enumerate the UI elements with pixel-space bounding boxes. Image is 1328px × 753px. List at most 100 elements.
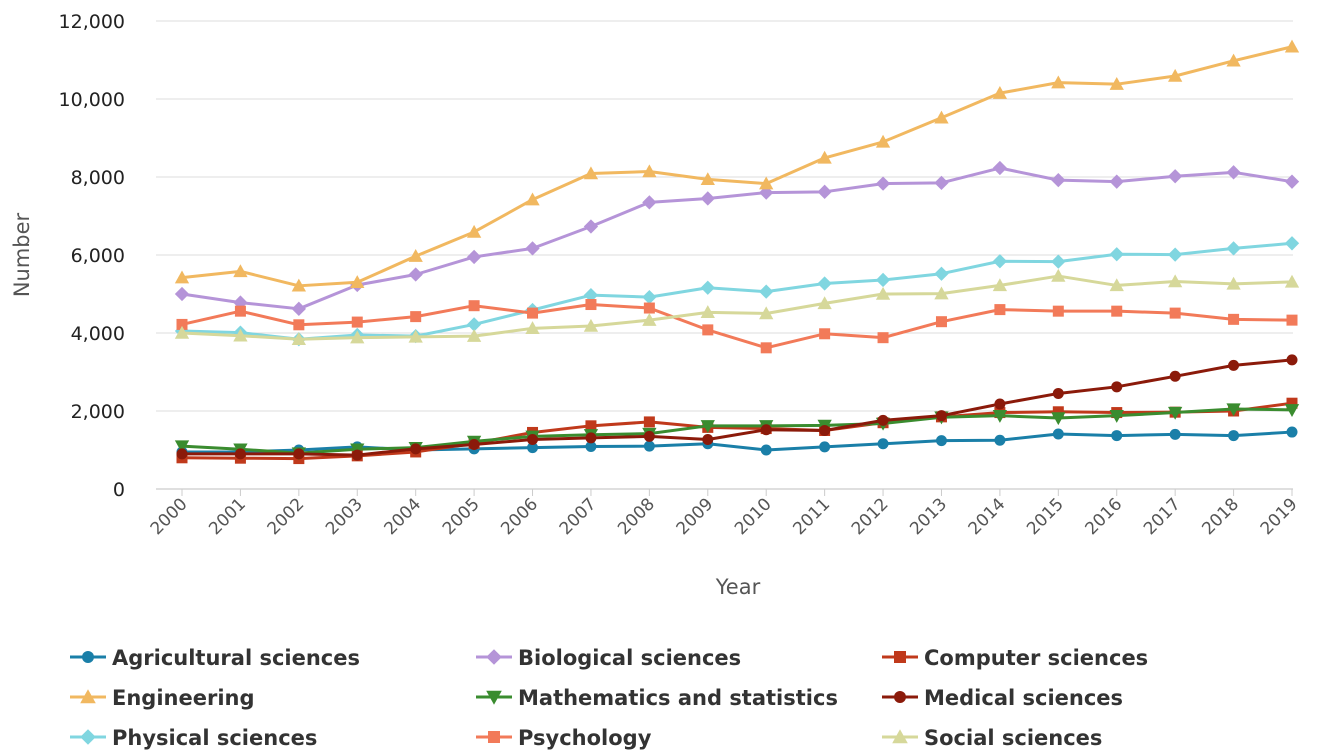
data-point	[1168, 406, 1183, 420]
data-point	[466, 249, 482, 265]
x-tick-label: 2015	[1023, 494, 1068, 539]
data-point	[700, 191, 715, 206]
x-tick-label: 2002	[264, 494, 309, 539]
x-tick-label: 2001	[205, 494, 250, 539]
data-point	[291, 301, 306, 316]
data-point	[174, 270, 190, 284]
x-tick-label: 2014	[965, 494, 1010, 539]
data-point	[291, 332, 306, 345]
series-lines	[174, 39, 1300, 465]
data-point	[817, 296, 832, 310]
data-point	[817, 184, 832, 199]
data-point	[1111, 381, 1123, 393]
x-tick-label: 2000	[147, 494, 192, 539]
legend-label: Engineering	[112, 686, 255, 710]
data-point	[233, 328, 248, 342]
x-tick-label: 2003	[322, 494, 367, 539]
data-point	[643, 416, 655, 428]
data-point	[351, 316, 363, 328]
data-point	[992, 160, 1008, 176]
data-point	[234, 448, 246, 460]
data-point	[642, 195, 657, 210]
data-point	[176, 318, 188, 330]
legend-item[interactable]: Physical sciences	[70, 726, 317, 750]
data-point	[527, 442, 539, 454]
grid	[156, 20, 1293, 490]
data-point	[934, 175, 949, 190]
legend-item[interactable]: Biological sciences	[476, 646, 741, 670]
x-tick-label: 2006	[497, 494, 542, 539]
data-point	[351, 449, 363, 461]
data-point	[350, 330, 365, 344]
y-tick-label: 0	[113, 479, 125, 501]
data-point	[1052, 428, 1064, 440]
legend-item[interactable]: Psychology	[476, 726, 652, 750]
data-point	[1051, 254, 1066, 269]
legend-item[interactable]: Agricultural sciences	[70, 646, 360, 670]
legend-label: Computer sciences	[924, 646, 1148, 670]
x-tick-label: 2008	[614, 494, 659, 539]
data-point	[935, 316, 947, 328]
data-point	[176, 448, 188, 460]
series-line	[181, 303, 1293, 350]
data-point	[1168, 274, 1183, 288]
data-point	[293, 448, 305, 460]
legend-item[interactable]: Mathematics and statistics	[476, 686, 838, 710]
series-line	[181, 274, 1293, 341]
data-point	[643, 440, 655, 452]
data-point	[1169, 428, 1181, 440]
legend-label: Social sciences	[924, 726, 1102, 750]
y-axis-ticks: 0 2,000 4,000 6,000 8,000 10,000 12,000	[59, 11, 125, 501]
data-point	[817, 276, 832, 291]
data-point	[894, 691, 906, 703]
data-point	[760, 342, 772, 354]
series-line	[181, 407, 1293, 455]
data-point	[80, 689, 96, 704]
data-point	[1226, 165, 1241, 180]
data-point	[702, 324, 714, 336]
series-medical-sciences	[176, 354, 1298, 461]
data-point	[466, 224, 482, 238]
data-point	[1286, 354, 1298, 366]
x-tick-label: 2018	[1198, 494, 1243, 539]
data-point	[1226, 403, 1241, 417]
data-point	[760, 424, 772, 436]
data-point	[410, 443, 422, 455]
x-tick-label: 2004	[380, 494, 425, 539]
y-tick-label: 8,000	[71, 167, 125, 189]
legend-label: Physical sciences	[112, 726, 317, 750]
data-point	[466, 328, 482, 342]
data-point	[700, 420, 715, 433]
data-point	[1284, 274, 1300, 288]
data-point	[1284, 236, 1300, 251]
data-point	[1228, 430, 1240, 442]
y-tick-label: 2,000	[71, 401, 125, 423]
data-point	[486, 649, 502, 665]
series-social-sciences	[174, 268, 1300, 345]
data-point	[1226, 276, 1241, 290]
data-point	[700, 280, 715, 295]
series-engineering	[174, 39, 1300, 292]
data-point	[466, 317, 482, 332]
legend-item[interactable]: Engineering	[70, 686, 255, 710]
data-point	[1109, 77, 1124, 90]
data-point	[702, 433, 714, 445]
data-point	[80, 729, 96, 745]
data-point	[1111, 430, 1123, 442]
data-point	[1168, 68, 1183, 82]
y-tick-label: 4,000	[71, 323, 125, 345]
legend-item[interactable]: Social sciences	[882, 726, 1102, 750]
data-point	[525, 192, 540, 206]
data-point	[819, 328, 831, 340]
data-point	[994, 304, 1006, 316]
x-tick-label: 2017	[1140, 494, 1185, 539]
data-point	[875, 272, 891, 288]
data-point	[488, 731, 500, 743]
data-point	[759, 176, 774, 190]
legend-item[interactable]: Medical sciences	[882, 686, 1123, 710]
x-tick-label: 2019	[1257, 494, 1302, 539]
legend-item[interactable]: Computer sciences	[882, 646, 1148, 670]
x-axis-ticks: 2000 2001 2002 2003 2004 2005 2006 2007 2008 2009…	[147, 489, 1302, 539]
